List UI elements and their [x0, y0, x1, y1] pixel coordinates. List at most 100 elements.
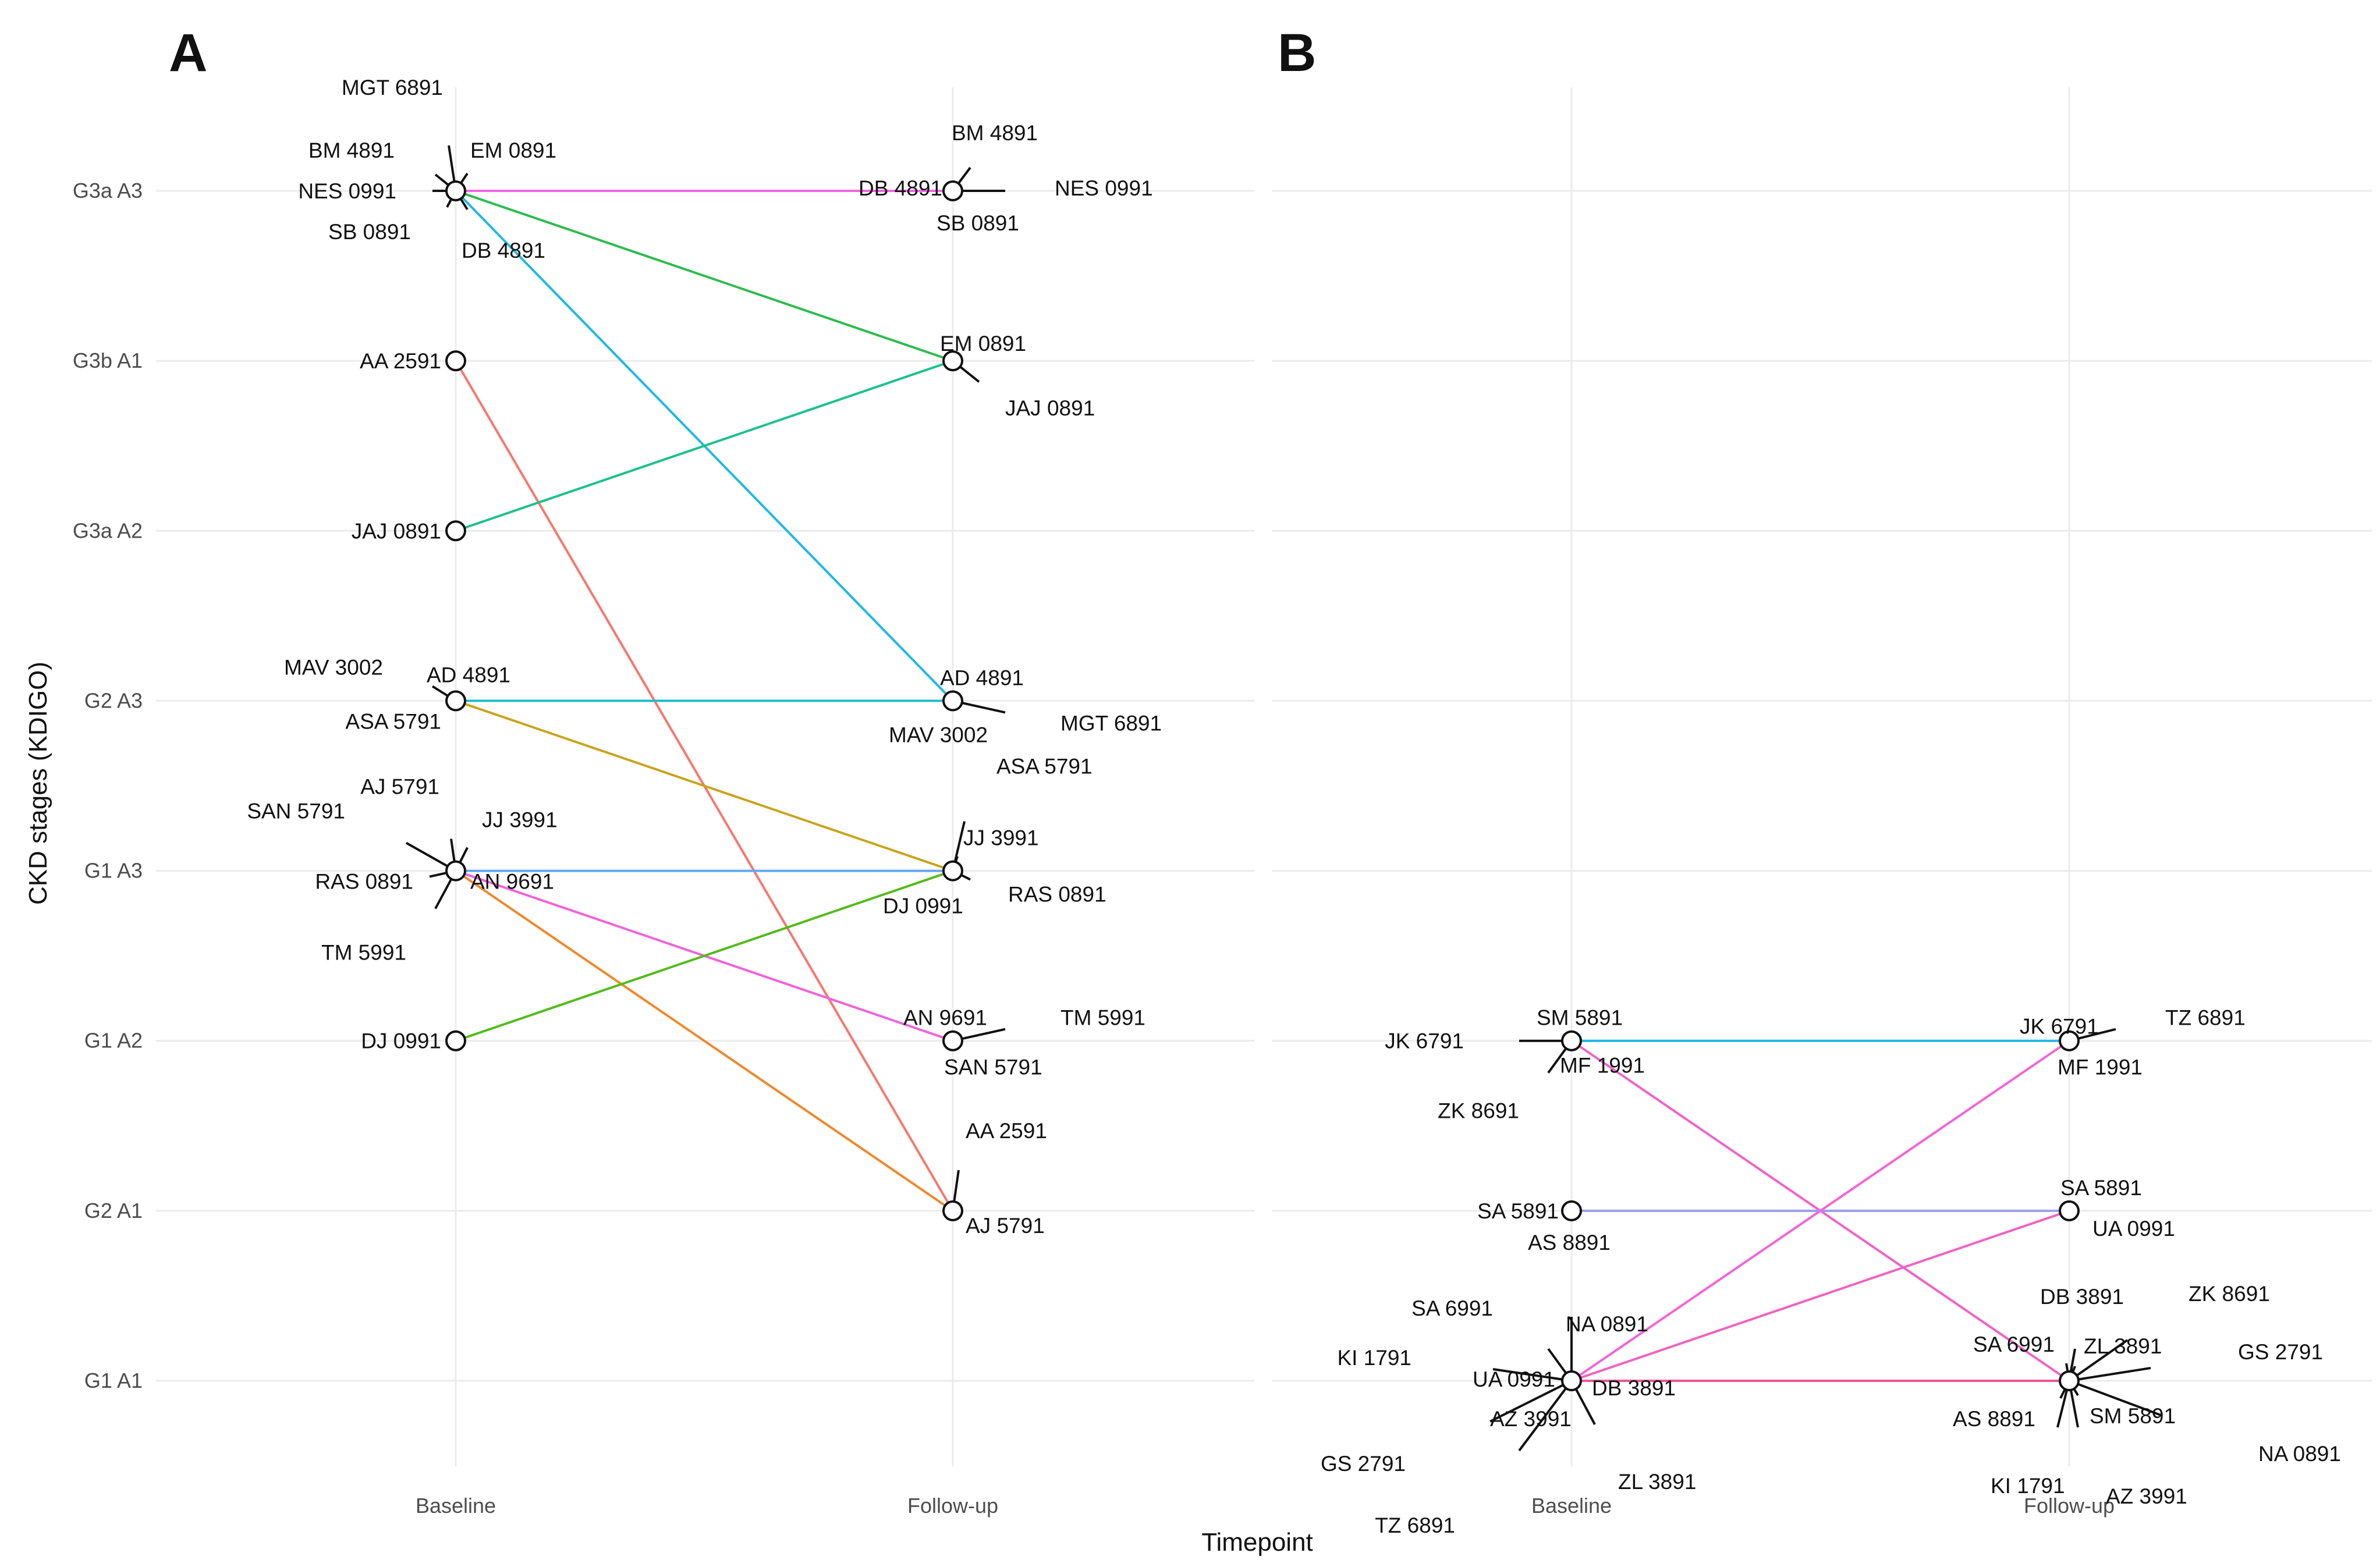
- label-leader-1-zk-8691: [2068, 1339, 2129, 1382]
- point-label-1-db-3891: DB 3891: [1592, 1376, 1676, 1400]
- x-tick-label-0-baseline: Baseline: [416, 1494, 496, 1518]
- point-label-1-mf-1991: MF 1991: [2058, 1056, 2143, 1079]
- y-tick-label-g3a-a3: G3a A3: [73, 179, 143, 202]
- point-label-0-san-5791: SAN 5791: [247, 800, 345, 823]
- point-label-0-db-4891: DB 4891: [462, 239, 545, 262]
- data-point-0-follow-up-g1-a3: [942, 860, 963, 882]
- point-label-0-an-9691: AN 9691: [470, 870, 554, 894]
- point-label-1-zk-8691: ZK 8691: [1438, 1099, 1519, 1123]
- point-label-0-nes-0991: NES 0991: [298, 179, 396, 203]
- point-label-0-mgt-6891: MGT 6891: [342, 76, 443, 100]
- x-tick-label-1-baseline: Baseline: [1531, 1494, 1612, 1518]
- point-label-1-zk-8691: ZK 8691: [2189, 1282, 2270, 1306]
- data-point-1-follow-up-g2-a1: [2059, 1200, 2080, 1221]
- point-label-0-bm-4891: BM 4891: [952, 121, 1038, 145]
- point-label-1-na-0891: NA 0891: [1566, 1312, 1648, 1336]
- point-label-0-jj-3991: JJ 3991: [482, 808, 558, 832]
- series-layer: [455, 190, 2070, 1382]
- point-label-0-em-0891: EM 0891: [470, 138, 556, 162]
- y-tick-label-g2-a1: G2 A1: [84, 1199, 143, 1223]
- point-label-0-sb-0891: SB 0891: [328, 220, 411, 244]
- point-label-1-ki-1791: KI 1791: [1991, 1474, 2065, 1498]
- label-leader-1-gs-2791: [1489, 1380, 1572, 1423]
- point-label-1-jk-6791: JK 6791: [1385, 1029, 1464, 1053]
- point-label-0-nes-0991: NES 0991: [1055, 176, 1153, 200]
- point-label-0-db-4891: DB 4891: [859, 176, 942, 200]
- label-leader-1-tz-6891: [1518, 1380, 1573, 1452]
- point-label-0-ras-0891: RAS 0891: [1008, 883, 1106, 907]
- data-point-0-baseline-g3b-a1: [445, 350, 466, 372]
- point-label-1-mf-1991: MF 1991: [1560, 1054, 1645, 1078]
- point-label-1-sa-5891: SA 5891: [1477, 1199, 1559, 1223]
- y-tick-label-g1-a3: G1 A3: [84, 859, 143, 883]
- label-leader-1-gs-2791: [2069, 1367, 2151, 1382]
- point-label-0-mav-3002: MAV 3002: [284, 655, 383, 679]
- point-label-0-em-0891: EM 0891: [940, 332, 1026, 356]
- series-line-0-aj-5791: [455, 869, 954, 1212]
- panel-tag-b: B: [1278, 23, 1316, 83]
- point-label-1-zl-3891: ZL 3891: [2084, 1334, 2162, 1358]
- point-label-0-ad-4891: AD 4891: [940, 666, 1024, 690]
- point-label-0-aj-5791: AJ 5791: [360, 775, 439, 799]
- x-axis-title: Timepoint: [1201, 1528, 1313, 1557]
- point-label-0-mgt-6891: MGT 6891: [1060, 711, 1162, 735]
- data-point-0-follow-up-g2-a3: [942, 690, 963, 712]
- point-label-0-aa-2591: AA 2591: [360, 349, 441, 373]
- point-label-1-az-3991: AZ 3991: [1490, 1407, 1572, 1431]
- point-label-0-asa-5791: ASA 5791: [996, 755, 1093, 779]
- point-label-0-jj-3991: JJ 3991: [963, 826, 1039, 850]
- x-tick-label-0-follow-up: Follow-up: [907, 1494, 998, 1518]
- point-layer: [445, 180, 2080, 1391]
- point-label-1-sa-6991: SA 6991: [1411, 1296, 1493, 1320]
- series-line-1-ua-0991: [1571, 1209, 2070, 1382]
- point-label-1-sm-5891: SM 5891: [1537, 1006, 1623, 1030]
- series-line-0-jaj-0891: [455, 360, 953, 532]
- point-label-0-dj-0991: DJ 0991: [361, 1029, 441, 1053]
- point-label-1-gs-2791: GS 2791: [2238, 1340, 2323, 1364]
- data-point-1-baseline-g2-a1: [1561, 1200, 1582, 1221]
- point-label-1-db-3891: DB 3891: [2040, 1285, 2124, 1309]
- data-point-0-baseline-g1-a2: [445, 1030, 466, 1051]
- point-label-1-gs-2791: GS 2791: [1321, 1452, 1406, 1476]
- point-label-0-san-5791: SAN 5791: [944, 1056, 1042, 1079]
- data-point-1-baseline-g1-a1: [1561, 1370, 1582, 1391]
- point-label-1-tz-6891: TZ 6891: [1375, 1513, 1455, 1537]
- point-label-1-zl-3891: ZL 3891: [1618, 1470, 1696, 1494]
- point-label-0-sb-0891: SB 0891: [937, 211, 1019, 235]
- label-leader-1-na-0891: [2069, 1380, 2163, 1417]
- series-line-0-asa-5791: [455, 699, 953, 872]
- data-point-0-follow-up-g3a-a3: [942, 180, 963, 201]
- data-point-0-baseline-g2-a3: [445, 690, 466, 712]
- point-label-0-ad-4891: AD 4891: [427, 663, 510, 687]
- data-point-0-follow-up-g1-a2: [942, 1030, 963, 1051]
- point-label-0-ras-0891: RAS 0891: [315, 870, 413, 894]
- point-label-1-na-0891: NA 0891: [2258, 1442, 2341, 1466]
- data-point-1-baseline-g1-a2: [1561, 1030, 1582, 1051]
- y-axis-title: CKD stages (KDIGO): [24, 662, 52, 905]
- y-tick-label-g1-a1: G1 A1: [84, 1369, 143, 1392]
- point-label-0-mav-3002: MAV 3002: [889, 723, 988, 747]
- point-label-0-aj-5791: AJ 5791: [966, 1214, 1045, 1238]
- point-label-1-ua-0991: UA 0991: [2092, 1217, 2175, 1241]
- point-label-1-az-3991: AZ 3991: [2106, 1484, 2187, 1508]
- point-label-1-sa-5891: SA 5891: [2060, 1176, 2142, 1200]
- point-label-1-sa-6991: SA 6991: [1973, 1333, 2055, 1356]
- point-label-0-jaj-0891: JAJ 0891: [352, 519, 441, 543]
- point-label-1-tz-6891: TZ 6891: [2165, 1006, 2246, 1030]
- point-label-1-ki-1791: KI 1791: [1337, 1346, 1411, 1370]
- data-point-1-follow-up-g1-a2: [2059, 1030, 2080, 1051]
- point-label-1-as-8891: AS 8891: [1528, 1231, 1611, 1255]
- point-label-0-tm-5991: TM 5991: [321, 941, 406, 965]
- series-line-0-dj-0991: [455, 869, 953, 1042]
- y-tick-label-g2-a3: G2 A3: [84, 688, 143, 712]
- y-tick-label-g1-a2: G1 A2: [84, 1029, 143, 1053]
- series-line-1-mf-1991: [1570, 1040, 2070, 1382]
- point-label-0-asa-5791: ASA 5791: [345, 709, 441, 733]
- point-label-1-as-8891: AS 8891: [1953, 1407, 2035, 1431]
- point-label-0-bm-4891: BM 4891: [308, 138, 395, 162]
- data-point-1-follow-up-g1-a1: [2059, 1370, 2080, 1391]
- point-label-0-jaj-0891: JAJ 0891: [1005, 396, 1095, 420]
- data-point-0-follow-up-g2-a1: [942, 1200, 963, 1221]
